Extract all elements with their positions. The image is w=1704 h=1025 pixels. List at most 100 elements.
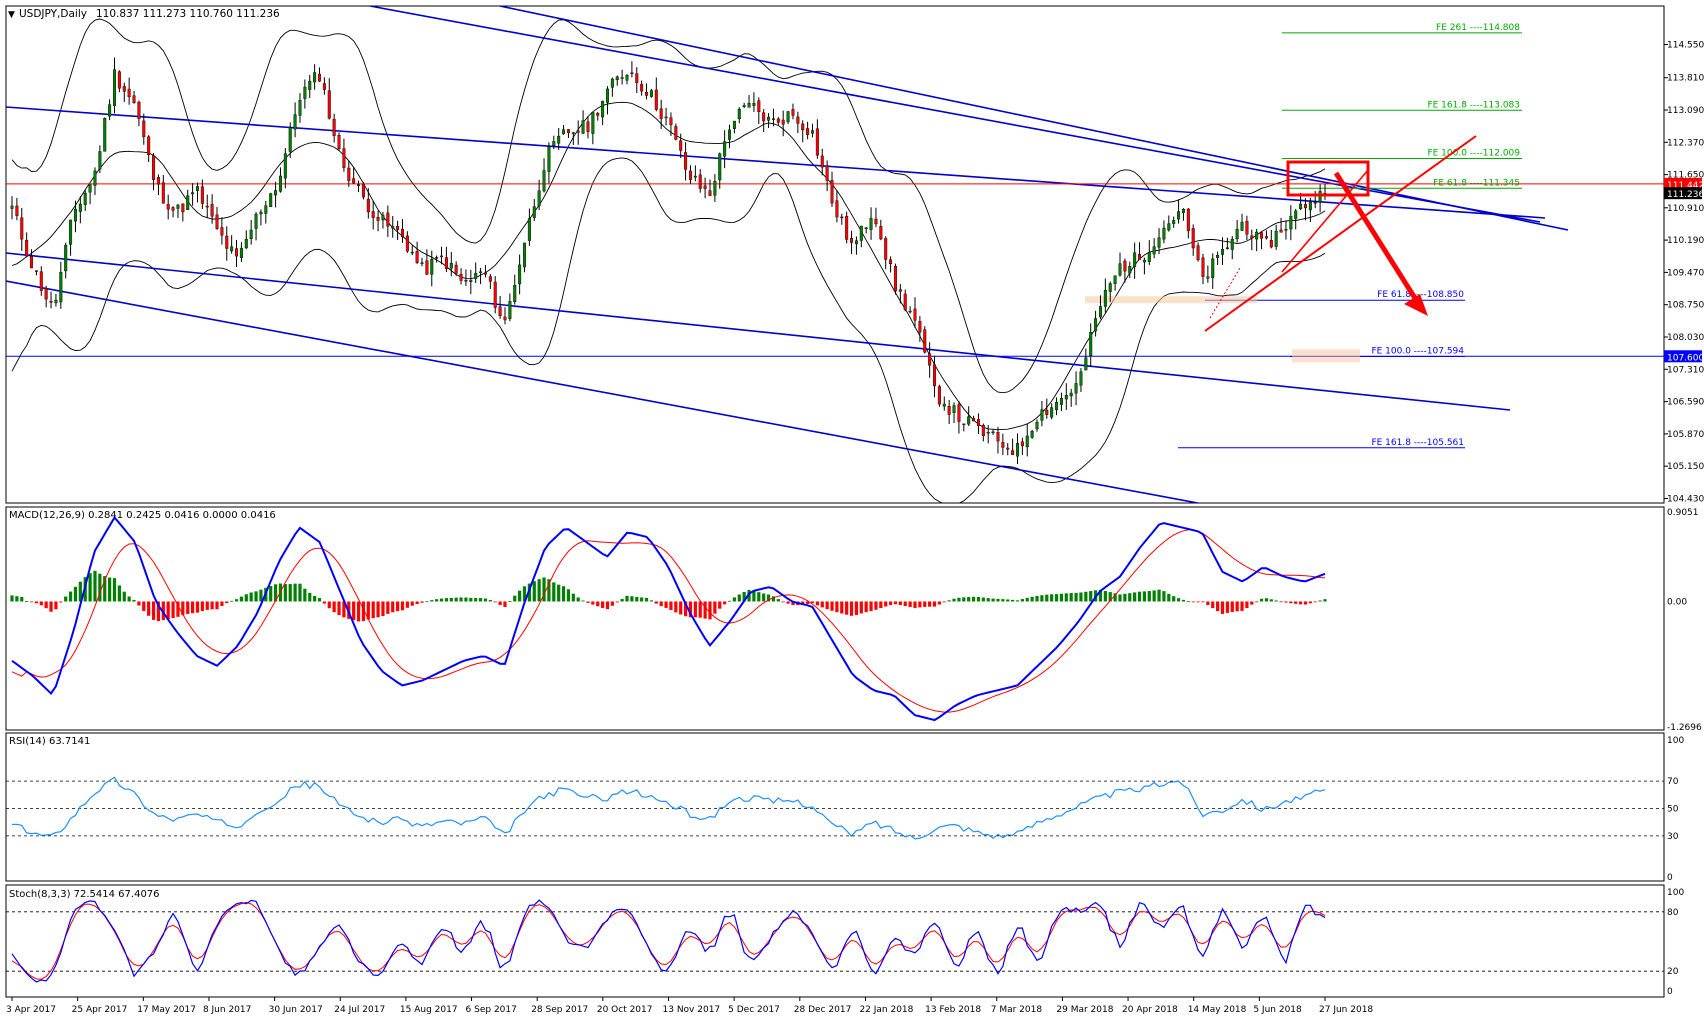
macd-histogram-bar [757, 592, 761, 602]
candle [303, 79, 307, 109]
candle [747, 94, 751, 108]
candle [405, 231, 409, 253]
channel-line [6, 280, 1203, 503]
candle [352, 166, 356, 185]
macd-histogram-bar [73, 586, 78, 602]
candle [1138, 242, 1142, 260]
macd-histogram-bar [210, 601, 214, 610]
candle [1318, 184, 1322, 213]
macd-histogram-bar [156, 601, 161, 622]
candle [649, 88, 653, 98]
macd-histogram-bar [981, 597, 985, 602]
macd-histogram-bar [376, 601, 380, 618]
stoch-main-line [11, 899, 1326, 983]
macd-histogram-bar [1157, 589, 1161, 602]
macd-histogram-bar [122, 591, 126, 602]
rsi-y-tick-label: 50 [1667, 805, 1679, 815]
candle [371, 200, 375, 230]
x-tick-label: 25 Apr 2017 [72, 1005, 128, 1015]
macd-histogram-bar [605, 601, 610, 610]
macd-histogram-bar [420, 601, 424, 603]
macd-histogram-bar [190, 601, 195, 614]
candle [562, 125, 566, 135]
candle [327, 78, 331, 120]
candle [1167, 215, 1171, 232]
macd-histogram-bar [10, 595, 14, 602]
candle [1147, 240, 1151, 266]
macd-histogram-bar [259, 589, 263, 602]
candle [850, 230, 854, 255]
macd-histogram-bar [747, 589, 751, 602]
y-tick-label: 114.550 [1667, 41, 1704, 51]
macd-histogram-bar [1123, 593, 1127, 602]
stoch-panel [5, 884, 1665, 998]
candle [625, 74, 629, 85]
candle [1084, 348, 1088, 371]
candle [645, 83, 649, 100]
macd-histogram-bar [283, 584, 287, 602]
macd-histogram-bar [303, 588, 307, 602]
symbol-dropdown-icon[interactable]: ▼ [8, 10, 15, 20]
macd-histogram-bar [25, 601, 29, 603]
candle [1098, 295, 1102, 320]
annotations [1204, 135, 1477, 332]
candle [127, 77, 131, 105]
wedge-trendline [1281, 169, 1369, 273]
candle [615, 75, 619, 86]
macd-histogram-bar [254, 591, 258, 602]
macd-histogram-bar [957, 597, 961, 602]
macd-histogram-bar [1152, 590, 1156, 602]
price-panel [5, 5, 1665, 504]
candle [20, 207, 24, 251]
macd-histogram-bar [698, 601, 702, 618]
x-tick-label: 5 Jun 2018 [1253, 1005, 1302, 1015]
candle [342, 138, 346, 172]
candle [718, 152, 722, 189]
macd-histogram-bar [991, 598, 995, 602]
candle [962, 423, 966, 432]
fib-level-up: FE 161.8 ----113.083 [1282, 100, 1522, 111]
candle [1279, 217, 1283, 233]
macd-y-tick-label: 0.00 [1667, 597, 1687, 607]
macd-histogram-bar [1264, 598, 1269, 602]
channel-line [6, 106, 1546, 219]
macd-histogram-bar [352, 601, 356, 621]
macd-histogram-bar [849, 601, 854, 616]
candle [459, 268, 463, 285]
macd-histogram-bar [952, 598, 956, 602]
macd-histogram-bar [840, 601, 844, 614]
price-tag-label: 111.236 [1667, 190, 1704, 200]
macd-histogram-bar [815, 601, 819, 606]
candle [1191, 224, 1195, 256]
macd-histogram-bar [727, 600, 732, 602]
rsi-panel-title: RSI(14) 63.7141 [9, 736, 90, 747]
macd-histogram-bar [1142, 591, 1147, 602]
candle [30, 249, 34, 269]
macd-histogram-bar [425, 601, 429, 603]
macd-histogram-bar [1084, 591, 1088, 602]
candle [1240, 213, 1244, 231]
candle [83, 189, 87, 211]
macd-histogram-bar [117, 585, 121, 602]
fib-zone [1085, 296, 1257, 304]
macd-histogram-bar [898, 601, 902, 606]
x-tick-label: 20 Apr 2018 [1122, 1005, 1178, 1015]
macd-histogram-bar [596, 601, 600, 607]
macd-histogram-bar [478, 598, 483, 602]
candle [571, 132, 575, 145]
macd-histogram-bar [1147, 591, 1151, 602]
macd-histogram-bar [1245, 601, 1249, 609]
macd-histogram-bar [298, 583, 302, 602]
macd-histogram-bar [78, 581, 82, 602]
macd-histogram-bar [762, 593, 766, 602]
candle [996, 426, 1000, 454]
candle [249, 220, 253, 245]
macd-histogram-bar [1059, 593, 1064, 602]
candle [361, 181, 365, 200]
candle [195, 182, 199, 203]
macd-histogram-bar [234, 599, 239, 602]
fib-level-up: FE 261 ----114.808 [1282, 23, 1522, 34]
macd-histogram-bar [1176, 598, 1181, 602]
candle [947, 400, 951, 424]
fib-level-down: FE 161.8 ----105.561 [1178, 438, 1465, 449]
